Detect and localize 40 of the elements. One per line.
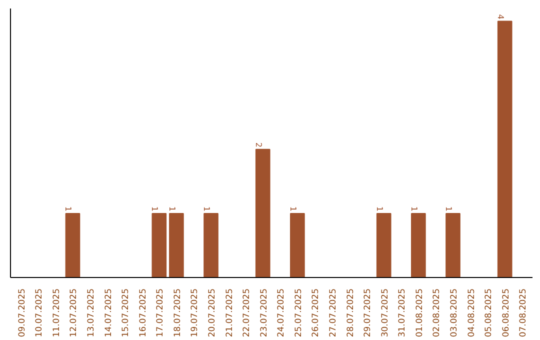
x-tick-label: 20.07.2025 [208, 288, 218, 338]
x-tick-label: 05.08.2025 [484, 288, 494, 338]
x-tick-label: 01.08.2025 [414, 288, 425, 338]
x-tick-label: 16.07.2025 [138, 288, 148, 338]
x-tick-label: 13.07.2025 [86, 288, 97, 338]
x-tick-label: 10.07.2025 [34, 288, 45, 338]
data-label: 1 [167, 206, 176, 212]
x-tick-label: 24.07.2025 [276, 288, 287, 338]
data-label: 1 [409, 206, 418, 212]
x-tick-label: 09.07.2025 [17, 288, 28, 338]
data-label: 1 [64, 206, 73, 212]
x-tick-label: 12.07.2025 [69, 288, 80, 338]
x-tick-label: 30.07.2025 [380, 288, 390, 338]
data-label: 1 [444, 206, 453, 212]
x-tick-label: 22.07.2025 [242, 288, 252, 338]
x-tick-label: 28.07.2025 [346, 288, 356, 338]
data-label: 1 [374, 206, 384, 212]
x-tick-label: 14.07.2025 [104, 288, 114, 338]
x-tick-label: 29.07.2025 [363, 288, 374, 338]
x-tick-label: 27.07.2025 [328, 288, 338, 338]
x-tick-label: 18.07.2025 [172, 288, 183, 338]
x-tick-label: 11.07.2025 [52, 288, 62, 338]
x-tick-label: 07.08.2025 [518, 288, 529, 338]
data-label: 2 [254, 142, 263, 148]
x-tick-label: 26.07.2025 [311, 288, 322, 338]
x-tick-label: 19.07.2025 [190, 288, 200, 338]
x-tick-label: 17.07.2025 [156, 288, 166, 338]
x-tick-label: 23.07.2025 [259, 288, 270, 338]
x-tick-label: 21.07.2025 [224, 288, 235, 338]
x-tick-label: 15.07.2025 [121, 288, 132, 338]
x-tick-label: 04.08.2025 [466, 288, 477, 338]
x-tick-label: 31.07.2025 [398, 288, 408, 338]
data-label: 1 [150, 206, 160, 212]
data-label: 1 [202, 206, 212, 212]
x-tick-label: 02.08.2025 [432, 288, 442, 338]
x-tick-label: 25.07.2025 [294, 288, 304, 338]
x-tick-label: 03.08.2025 [449, 288, 460, 338]
data-label: 1 [288, 206, 298, 212]
x-tick-label: 06.08.2025 [501, 288, 512, 338]
data-label: 4 [496, 14, 505, 20]
